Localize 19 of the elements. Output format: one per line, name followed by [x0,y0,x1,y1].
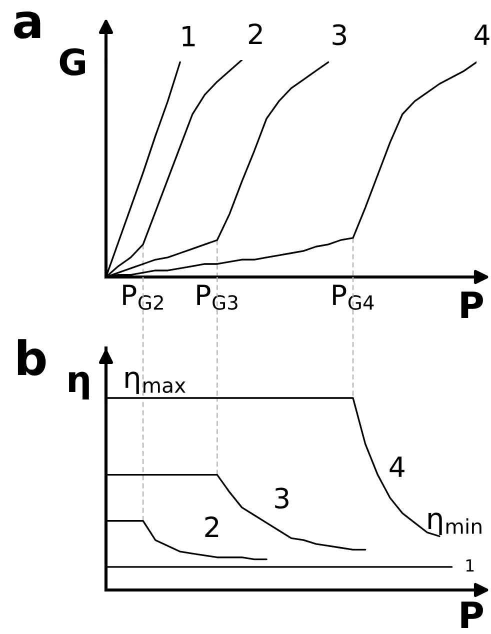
annotation: η$_{max}$ [126,372,186,394]
y-axis-title: G [60,48,85,76]
series-label: 2 [205,516,218,538]
y-axis-title: η [69,372,89,400]
series-label: 4 [474,24,490,45]
series-label: 2 [248,23,262,44]
chart-title: a [14,12,40,39]
annotation: η$_{min}$ [428,512,482,536]
x-tick-label: P$_{G4}$ [333,284,374,310]
series-label: 1 [466,559,474,572]
x-axis-title: P [461,602,483,628]
series-label: 4 [390,456,404,477]
series-label: 1 [182,26,195,46]
x-tick-label: P$_{G2}$ [123,284,163,310]
x-tick-label: P$_{G3}$ [197,284,238,310]
series-label: 3 [275,488,288,509]
x-axis-title: P [461,292,483,318]
chart-title: b [18,339,46,376]
series-label: 3 [332,24,346,46]
